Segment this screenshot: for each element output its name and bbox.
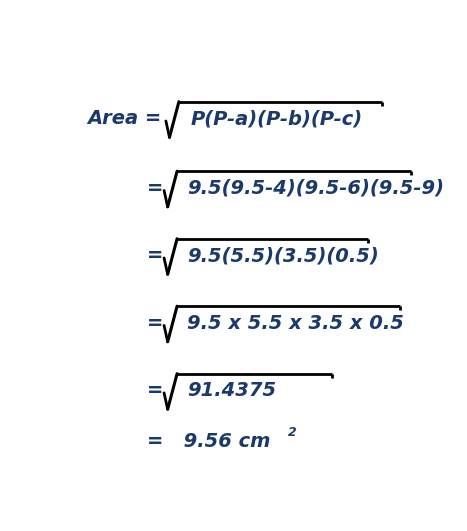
Text: =: = xyxy=(147,246,170,266)
Text: =   9.56 cm: = 9.56 cm xyxy=(147,432,270,451)
Text: Area =: Area = xyxy=(87,109,168,129)
Text: 9.5 x 5.5 x 3.5 x 0.5: 9.5 x 5.5 x 3.5 x 0.5 xyxy=(187,314,404,333)
Text: 9.5(9.5-4)(9.5-6)(9.5-9): 9.5(9.5-4)(9.5-6)(9.5-9) xyxy=(187,179,444,198)
Text: 9.5(5.5)(3.5)(0.5): 9.5(5.5)(3.5)(0.5) xyxy=(187,246,379,266)
Text: =: = xyxy=(147,314,170,333)
Text: 2: 2 xyxy=(288,426,297,440)
Text: =: = xyxy=(147,381,170,400)
Text: 91.4375: 91.4375 xyxy=(187,381,276,400)
Text: P(P-a)(P-b)(P-c): P(P-a)(P-b)(P-c) xyxy=(191,109,362,129)
Text: =: = xyxy=(147,179,170,198)
